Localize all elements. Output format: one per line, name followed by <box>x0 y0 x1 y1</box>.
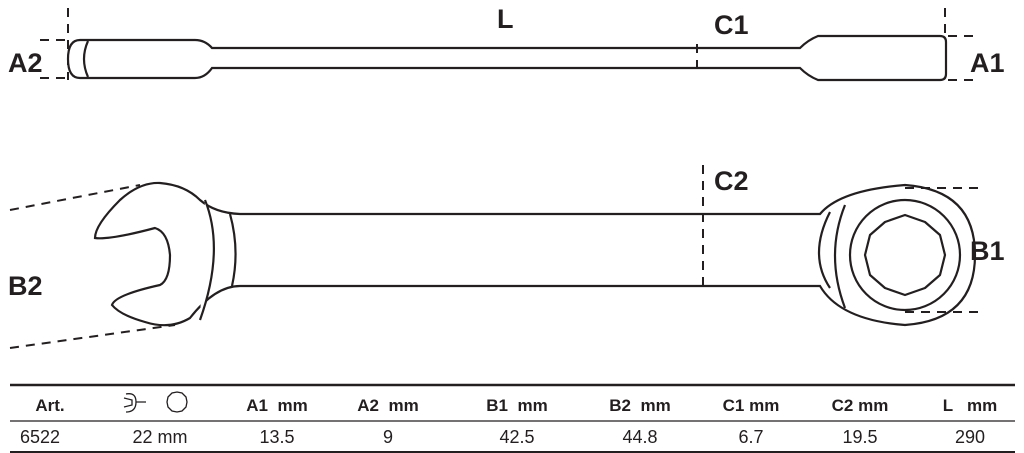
cell-b2: 44.8 <box>622 427 657 447</box>
label-B1: B1 <box>970 236 1005 266</box>
cell-a2: 9 <box>383 427 393 447</box>
cell-l: 290 <box>955 427 985 447</box>
header-c1: C1 mm <box>723 396 780 415</box>
wrench-side-view <box>40 8 978 82</box>
cell-b1: 42.5 <box>499 427 534 447</box>
open-end-wrench-icon <box>123 393 146 413</box>
label-A1: A1 <box>970 48 1005 78</box>
header-b1: B1 mm <box>486 396 547 415</box>
header-c2: C2 mm <box>832 396 889 415</box>
header-l: L mm <box>943 396 997 415</box>
spec-table: Art. A1 mm A2 mm B1 mm B2 mm C1 mm C2 mm… <box>10 383 1015 453</box>
label-C1: C1 <box>714 10 749 40</box>
ring-12-point-icon <box>166 391 188 413</box>
label-A2: A2 <box>8 48 43 78</box>
twelve-point-ring <box>863 213 947 297</box>
header-b2: B2 mm <box>609 396 670 415</box>
wrench-front-view <box>9 165 978 349</box>
cell-a1: 13.5 <box>259 427 294 447</box>
header-art: Art. <box>35 396 64 415</box>
cell-size: 22 mm <box>132 427 187 447</box>
label-L: L <box>497 4 514 34</box>
header-a1: A1 mm <box>246 396 307 415</box>
header-a2: A2 mm <box>357 396 418 415</box>
cell-art: 6522 <box>20 427 60 447</box>
cell-c2: 19.5 <box>842 427 877 447</box>
label-B2: B2 <box>8 271 43 301</box>
label-C2: C2 <box>714 166 749 196</box>
cell-c1: 6.7 <box>738 427 763 447</box>
